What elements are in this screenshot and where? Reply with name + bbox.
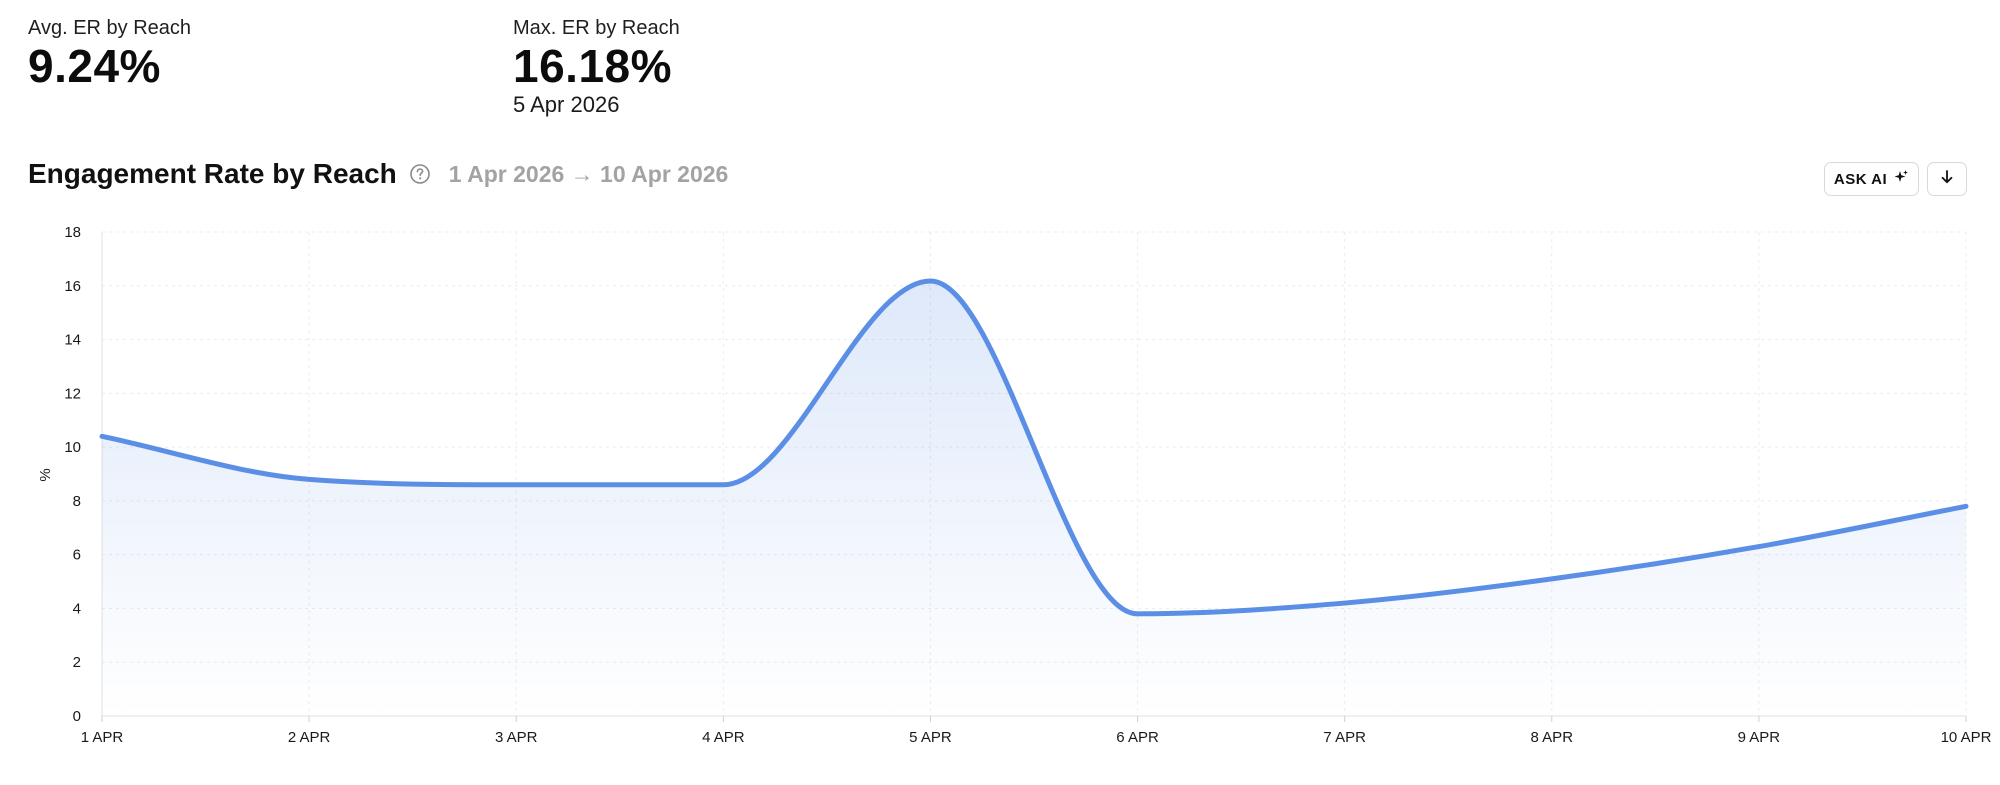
chart-title: Engagement Rate by Reach [28,158,397,189]
x-tick-label: 2 APR [288,729,331,746]
data-point-6[interactable] [1132,608,1144,620]
y-tick-label: 18 [64,224,81,241]
y-tick-label: 2 [73,654,81,671]
max-er-date: 5 Apr 2026 [513,92,620,117]
series-layer [96,275,1972,716]
y-tick-label: 6 [73,547,81,564]
data-point-1[interactable] [96,430,108,442]
ask-ai-label: ASK AI [1833,170,1888,188]
data-point-9[interactable] [1753,541,1765,553]
x-tick-label: 8 APR [1531,729,1574,746]
data-point-3[interactable] [510,479,522,491]
y-tick-label: 4 [73,600,81,617]
y-tick-label: 12 [64,385,81,402]
x-tick-label: 4 APR [702,729,745,746]
chart-header: Engagement Rate by Reach 1 Apr 2026 → 10… [28,156,728,192]
y-tick-label: 16 [64,278,81,295]
data-point-5[interactable] [924,275,936,287]
x-tick-label: 6 APR [1116,729,1159,746]
data-point-10[interactable] [1960,500,1972,512]
x-tick-label: 1 APR [81,729,124,746]
data-point-2[interactable] [303,473,315,485]
y-axis-title: % [37,468,54,481]
max-er-stat: Max. ER by Reach 16.18% 5 Apr 2026 [513,16,680,118]
y-tick-label: 14 [64,332,81,349]
max-er-label: Max. ER by Reach [513,17,680,39]
arrow-down-icon [1940,169,1954,189]
avg-er-label: Avg. ER by Reach [28,17,192,39]
ask-ai-button[interactable]: ASK AI [1824,162,1919,196]
data-point-4[interactable] [717,479,729,491]
x-tick-label: 7 APR [1323,729,1366,746]
sparkle-icon [1893,169,1909,189]
x-tick-label: 5 APR [909,729,952,746]
y-tick-label: 0 [73,708,81,725]
chart-actions: ASK AI [1824,162,1967,196]
x-tick-label: 9 APR [1738,729,1781,746]
series-area [102,280,1966,716]
engagement-rate-chart: 0 2 4 6 8 10 12 14 16 18 1 APR 2 APR 3 APR 4 APR 5 APR… [37,224,1992,746]
avg-er-stat: Avg. ER by Reach 9.24% [28,16,191,92]
x-tick-label: 10 APR [1941,729,1992,746]
date-range: 1 Apr 2026 → 10 Apr 2026 [448,160,729,187]
max-er-value: 16.18% [513,40,673,92]
data-point-7[interactable] [1339,597,1351,609]
y-tick-label: 8 [73,493,81,510]
series-line[interactable] [99,278,1969,617]
avg-er-value: 9.24% [28,40,161,92]
label-layer: 0 2 4 6 8 10 12 14 16 18 1 APR 2 APR 3 APR 4 APR 5 APR… [37,224,1992,746]
question-circle-icon[interactable] [409,163,431,185]
x-tick-label: 3 APR [495,729,538,746]
data-point-8[interactable] [1546,573,1558,585]
y-tick-label: 10 [64,439,81,456]
download-button[interactable] [1927,162,1967,196]
